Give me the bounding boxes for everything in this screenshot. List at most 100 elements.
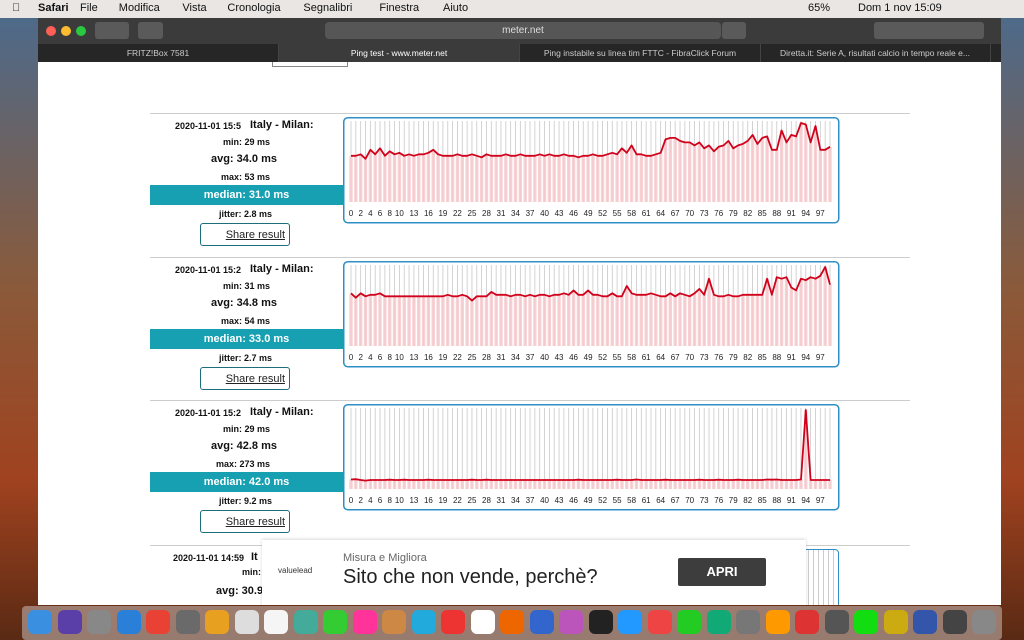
dock-icon[interactable]	[411, 610, 436, 634]
dock-icon[interactable]	[146, 610, 170, 634]
dock-icon[interactable]	[175, 610, 200, 634]
share-result[interactable]: Share result	[200, 367, 290, 390]
dock-icon[interactable]	[57, 610, 82, 634]
tab[interactable]: Ping test - www.meter.net	[279, 44, 520, 62]
tab[interactable]: FRITZ!Box 7581	[38, 44, 279, 62]
dock-icon[interactable]	[618, 610, 642, 634]
dock-icon[interactable]	[28, 610, 52, 634]
ping-bar	[629, 480, 634, 489]
ping-bar	[731, 296, 735, 346]
ping-bar	[687, 142, 692, 202]
ping-bar	[789, 287, 793, 346]
dock-icon[interactable]	[382, 610, 406, 634]
dock-icon[interactable]	[87, 610, 111, 634]
ping-bar	[576, 157, 581, 202]
ping-bar	[450, 480, 455, 489]
ping-bar	[489, 291, 494, 346]
dock-icon[interactable]	[441, 610, 465, 634]
dock-icon[interactable]	[765, 610, 790, 634]
x-tick-label: 16	[424, 209, 433, 218]
dock-icon[interactable]	[500, 610, 524, 634]
dock-icon[interactable]	[470, 610, 495, 634]
x-tick-label: 34	[511, 353, 520, 362]
x-tick-label: 6	[378, 496, 383, 505]
test-date: 2020-11-01 14:59	[173, 553, 245, 563]
ping-bar	[712, 151, 716, 202]
dock-icon[interactable]	[913, 610, 937, 634]
ping-bar	[687, 296, 692, 346]
ping-bar	[654, 154, 658, 202]
x-tick-label: 10	[395, 496, 404, 505]
x-tick-label: 52	[598, 209, 607, 218]
ping-bar	[663, 479, 668, 489]
minimize-button[interactable]	[61, 26, 71, 36]
ping-bar	[605, 296, 610, 346]
ping-bar	[818, 275, 823, 346]
ping-bar	[649, 480, 653, 489]
ping-bar	[596, 480, 600, 489]
ping-bar	[349, 155, 353, 202]
dock-icon[interactable]	[116, 610, 141, 634]
dock-icon[interactable]	[529, 610, 554, 634]
ping-bar	[426, 479, 431, 489]
x-tick-label: 67	[671, 209, 680, 218]
dock-icon[interactable]	[883, 610, 908, 634]
ping-bar	[494, 480, 498, 489]
ping-bar	[358, 293, 363, 346]
ping-bar	[494, 294, 498, 346]
dock-icon[interactable]	[706, 610, 731, 634]
dock-icon[interactable]	[323, 610, 347, 634]
tab[interactable]: Diretta.it: Serie A, risultati calcio in…	[760, 44, 991, 62]
address-bar[interactable]: meter.net	[325, 22, 721, 39]
menu-item[interactable]: Vista	[182, 2, 207, 14]
dock-icon[interactable]	[293, 610, 318, 634]
x-tick-label: 13	[409, 353, 418, 362]
sidebar-button[interactable]	[138, 22, 163, 39]
separator	[150, 400, 910, 401]
dock-icon[interactable]	[824, 610, 849, 634]
ping-bar	[368, 480, 373, 489]
extensions-button[interactable]	[722, 22, 746, 39]
share-result[interactable]: Share result	[200, 510, 290, 533]
menu-item[interactable]: File	[80, 2, 98, 14]
ad-button[interactable]: APRI	[678, 558, 766, 586]
x-tick-label: 43	[555, 353, 564, 362]
dock-icon[interactable]	[854, 610, 878, 634]
close-button[interactable]	[46, 26, 56, 36]
dock-icon[interactable]	[559, 610, 583, 634]
ping-bar	[576, 479, 581, 489]
menu-item[interactable]: Aiuto	[443, 2, 469, 14]
dock-icon[interactable]	[264, 610, 288, 634]
apple-icon[interactable]: 	[12, 2, 20, 14]
ping-bar	[726, 480, 731, 489]
x-tick-label: 52	[598, 496, 607, 505]
x-tick-label: 8	[387, 496, 392, 505]
dock-icon[interactable]	[972, 610, 996, 634]
dock-icon[interactable]	[736, 610, 760, 634]
menu-item[interactable]: Finestra	[379, 2, 420, 14]
dock-icon[interactable]	[942, 610, 967, 634]
nav-buttons[interactable]	[95, 22, 129, 39]
dock-icon[interactable]	[795, 610, 819, 634]
x-tick-label: 91	[787, 353, 796, 362]
tab[interactable]: Ping instabile su linea tim FTTC - Fibra…	[520, 44, 761, 62]
menu-app[interactable]: Safari	[38, 2, 69, 14]
menu-item[interactable]: Cronologia	[227, 2, 281, 14]
ad-brand: valuelead	[278, 566, 313, 575]
toolbar-buttons[interactable]	[874, 22, 984, 39]
ping-bar	[823, 480, 827, 489]
menu-item[interactable]: Segnalibri	[303, 2, 353, 14]
dock-icon[interactable]	[234, 610, 259, 634]
menu-item[interactable]: Modifica	[118, 2, 160, 14]
zoom-button[interactable]	[76, 26, 86, 36]
dock-icon[interactable]	[677, 610, 701, 634]
ping-bar	[808, 277, 813, 346]
dock-icon[interactable]	[205, 610, 229, 634]
ping-bar	[397, 152, 402, 202]
dock-icon[interactable]	[352, 610, 377, 634]
ad-banner[interactable]: valuelead Misura e Migliora Sito che non v…	[262, 540, 806, 605]
ping-bar	[712, 480, 716, 489]
share-result[interactable]: Share result	[200, 223, 290, 246]
dock-icon[interactable]	[647, 610, 672, 634]
dock-icon[interactable]	[588, 610, 613, 634]
